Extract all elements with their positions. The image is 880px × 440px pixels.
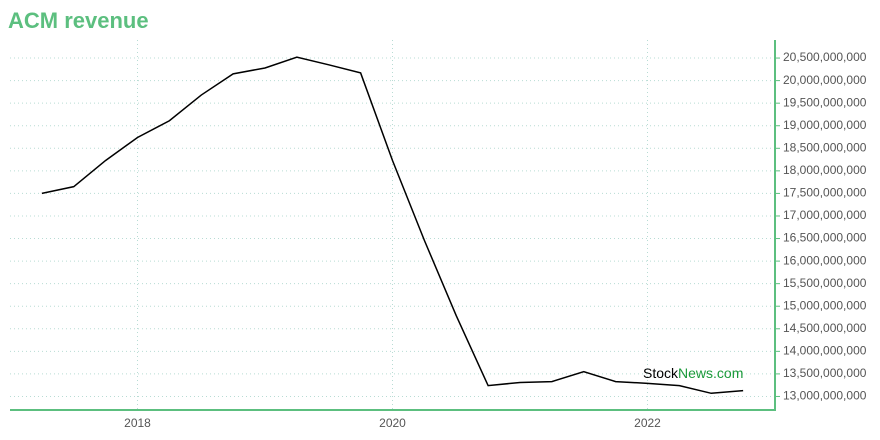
- y-tick-label: 20,000,000,000: [783, 73, 867, 87]
- x-tick-label: 2018: [124, 416, 151, 430]
- x-tick-label: 2020: [379, 416, 406, 430]
- y-tick-label: 14,500,000,000: [783, 321, 867, 335]
- chart-title: ACM revenue: [8, 8, 149, 33]
- y-tick-label: 15,500,000,000: [783, 276, 867, 290]
- y-tick-label: 17,500,000,000: [783, 186, 867, 200]
- watermark-news: News.com: [678, 365, 743, 381]
- y-tick-label: 19,000,000,000: [783, 118, 867, 132]
- y-tick-label: 13,500,000,000: [783, 366, 867, 380]
- y-tick-label: 15,000,000,000: [783, 298, 867, 312]
- watermark-stock: Stock: [643, 365, 679, 381]
- y-tick-label: 18,500,000,000: [783, 140, 867, 154]
- y-tick-label: 20,500,000,000: [783, 50, 867, 64]
- y-tick-label: 17,000,000,000: [783, 208, 867, 222]
- y-tick-label: 16,500,000,000: [783, 231, 867, 245]
- y-tick-label: 16,000,000,000: [783, 253, 867, 267]
- y-tick-label: 13,000,000,000: [783, 389, 867, 403]
- y-tick-label: 14,000,000,000: [783, 344, 867, 358]
- watermark: StockNews.com: [643, 365, 743, 381]
- line: [41, 56, 744, 395]
- x-tick-label: 2022: [634, 416, 661, 430]
- y-tick-label: 19,500,000,000: [783, 95, 867, 109]
- y-tick-label: 18,000,000,000: [783, 163, 867, 177]
